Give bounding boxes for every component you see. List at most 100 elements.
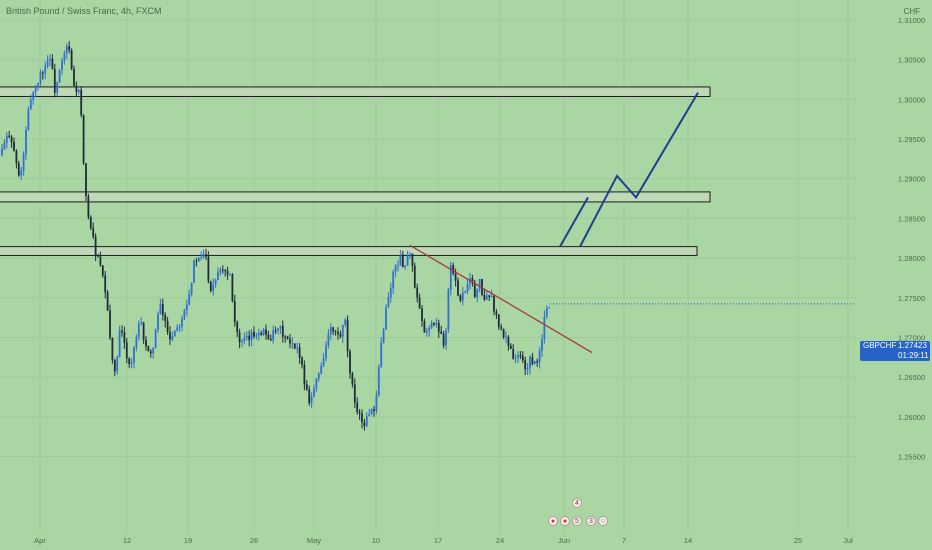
annotation-lines <box>409 92 856 354</box>
candle-body <box>87 196 90 218</box>
candle-body <box>310 396 313 404</box>
candle-body <box>73 68 75 86</box>
candle-body <box>248 335 251 341</box>
candle-body <box>519 355 522 357</box>
x-tick-label: 10 <box>372 536 380 545</box>
last-price-tag: GBPCHF 1.27423 01:29:11 <box>860 341 930 361</box>
candle-body <box>181 318 183 327</box>
candle-body <box>65 46 68 54</box>
candle-body <box>418 297 421 309</box>
candle-body <box>238 332 241 342</box>
event-flag-icon[interactable]: ○ <box>598 516 608 526</box>
price-zone <box>0 86 711 97</box>
event-cluster-icon[interactable]: 4 <box>572 498 582 508</box>
x-tick-label: 24 <box>496 536 504 545</box>
candle-body <box>8 135 11 137</box>
candle-body <box>473 282 476 298</box>
candle-body <box>253 331 255 337</box>
candle-body <box>5 135 8 143</box>
y-tick-label: 1.26500 <box>898 373 925 382</box>
candle-body <box>301 357 303 365</box>
candle-body <box>135 337 138 348</box>
candle-body <box>531 356 534 365</box>
event-flag-icon[interactable]: ● <box>548 516 558 526</box>
candle-body <box>118 330 121 357</box>
candle-body <box>289 338 291 344</box>
candle-body <box>207 256 210 282</box>
x-tick-label: Jun <box>558 536 570 545</box>
candle-body <box>461 292 464 301</box>
candle-body <box>392 271 395 289</box>
candle-body <box>368 414 371 416</box>
candle-body <box>15 150 18 164</box>
candle-body <box>34 85 37 93</box>
x-tick-label: 14 <box>684 536 692 545</box>
candle-body <box>75 85 78 93</box>
candle-body <box>17 163 20 176</box>
y-tick-label: 1.30500 <box>898 56 925 65</box>
candle-body <box>370 409 373 415</box>
candle-body <box>286 336 289 339</box>
candle-body <box>128 358 131 365</box>
candle-body <box>332 327 335 332</box>
candle-body <box>171 336 174 340</box>
candle-body <box>149 351 152 354</box>
candle-body <box>435 322 438 325</box>
candle-body <box>27 109 30 130</box>
x-tick-label: 12 <box>123 536 131 545</box>
candle-body <box>529 356 531 369</box>
candle-body <box>85 163 87 197</box>
candle-body <box>58 70 61 83</box>
event-count-right-icon[interactable]: 3 <box>586 516 596 526</box>
candle-body <box>413 265 416 288</box>
candle-body <box>375 395 378 412</box>
candles <box>1 41 551 431</box>
candle-body <box>291 343 294 345</box>
chart-grid <box>0 0 856 532</box>
horizontal-zones <box>0 86 711 256</box>
candle-body <box>161 303 164 315</box>
candle-body <box>500 326 503 329</box>
candle-body <box>495 311 498 315</box>
y-tick-label: 1.27000 <box>898 333 925 342</box>
candle-body <box>63 53 66 62</box>
candle-body <box>20 170 23 176</box>
candle-body <box>284 336 287 338</box>
event-count-left-icon[interactable]: 5 <box>572 516 582 526</box>
x-tick-label: 19 <box>184 536 192 545</box>
y-tick-label: 1.28000 <box>898 254 925 263</box>
candle-body <box>533 360 536 365</box>
candle-body <box>296 347 299 349</box>
event-flag-icon[interactable]: ● <box>560 516 570 526</box>
candle-body <box>257 333 260 336</box>
projection-line <box>559 196 589 248</box>
candle-body <box>437 322 440 332</box>
candle-body <box>197 257 200 262</box>
candle-body <box>39 72 42 83</box>
candle-body <box>466 283 469 292</box>
candle-body <box>353 384 356 403</box>
candle-body <box>221 269 224 271</box>
candle-body <box>137 323 140 338</box>
candle-body <box>173 330 176 337</box>
candle-body <box>89 217 92 228</box>
candle-body <box>233 301 236 323</box>
candle-body <box>545 308 548 317</box>
candle-body <box>428 328 431 331</box>
candle-body <box>327 334 330 346</box>
candle-body <box>121 330 123 333</box>
candle-body <box>361 413 363 423</box>
candle-body <box>514 357 517 359</box>
price-tag-symbol: GBPCHF <box>863 341 897 350</box>
x-tick-label: Apr <box>34 536 46 545</box>
candle-body <box>245 335 248 338</box>
candle-body <box>385 307 387 330</box>
candle-body <box>195 260 198 262</box>
candle-body <box>401 254 404 268</box>
candle-body <box>320 365 323 374</box>
candle-body <box>411 253 414 266</box>
y-tick-label: 1.29500 <box>898 135 925 144</box>
price-axis: 1.31000 1.30500 1.30000 1.29500 1.29000 1.285… <box>898 16 925 462</box>
candle-body <box>147 346 150 352</box>
